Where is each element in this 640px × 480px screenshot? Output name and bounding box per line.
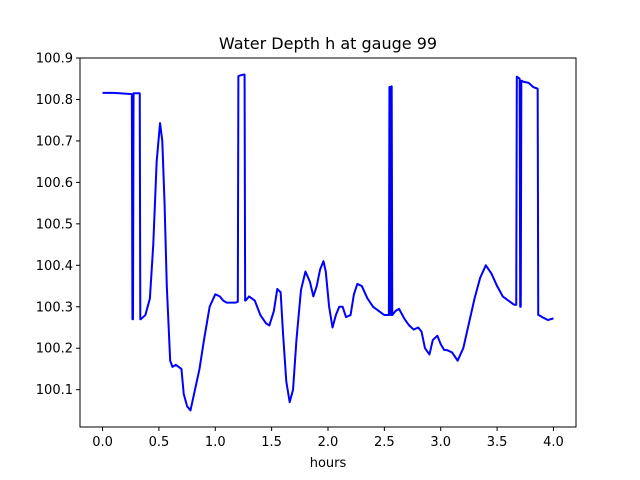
y-tick-label: 100.1: [36, 383, 73, 398]
y-tick-label: 100.3: [36, 300, 73, 315]
y-tick-label: 100.5: [36, 217, 73, 232]
x-tick-label: 4.0: [543, 435, 564, 450]
y-axis: 100.1 100.2 100.3 100.4 100.5 100.6 100.7 100.8…: [36, 52, 80, 398]
y-tick-label: 100.8: [36, 93, 73, 108]
x-axis: 0.0 0.5 1.0 1.5 2.0 2.5 3.0 3.5 4.0: [92, 427, 564, 450]
x-tick-label: 1.5: [261, 435, 282, 450]
x-tick-label: 1.0: [205, 435, 226, 450]
y-tick-label: 100.2: [36, 342, 73, 357]
series-layer: [102, 73, 554, 412]
x-tick-label: 0.5: [149, 435, 170, 450]
y-tick-label: 100.7: [36, 134, 73, 149]
x-tick-label: 3.5: [487, 435, 508, 450]
x-tick-label: 2.0: [318, 435, 339, 450]
y-tick-label: 100.9: [36, 52, 73, 67]
chart-title: Water Depth h at gauge 99: [219, 34, 437, 53]
series-line-0: [102, 73, 554, 412]
x-tick-label: 3.0: [430, 435, 451, 450]
x-axis-label: hours: [310, 456, 347, 471]
y-tick-label: 100.4: [36, 259, 73, 274]
x-tick-label: 0.0: [92, 435, 113, 450]
y-tick-label: 100.6: [36, 176, 73, 191]
x-tick-label: 2.5: [374, 435, 395, 450]
